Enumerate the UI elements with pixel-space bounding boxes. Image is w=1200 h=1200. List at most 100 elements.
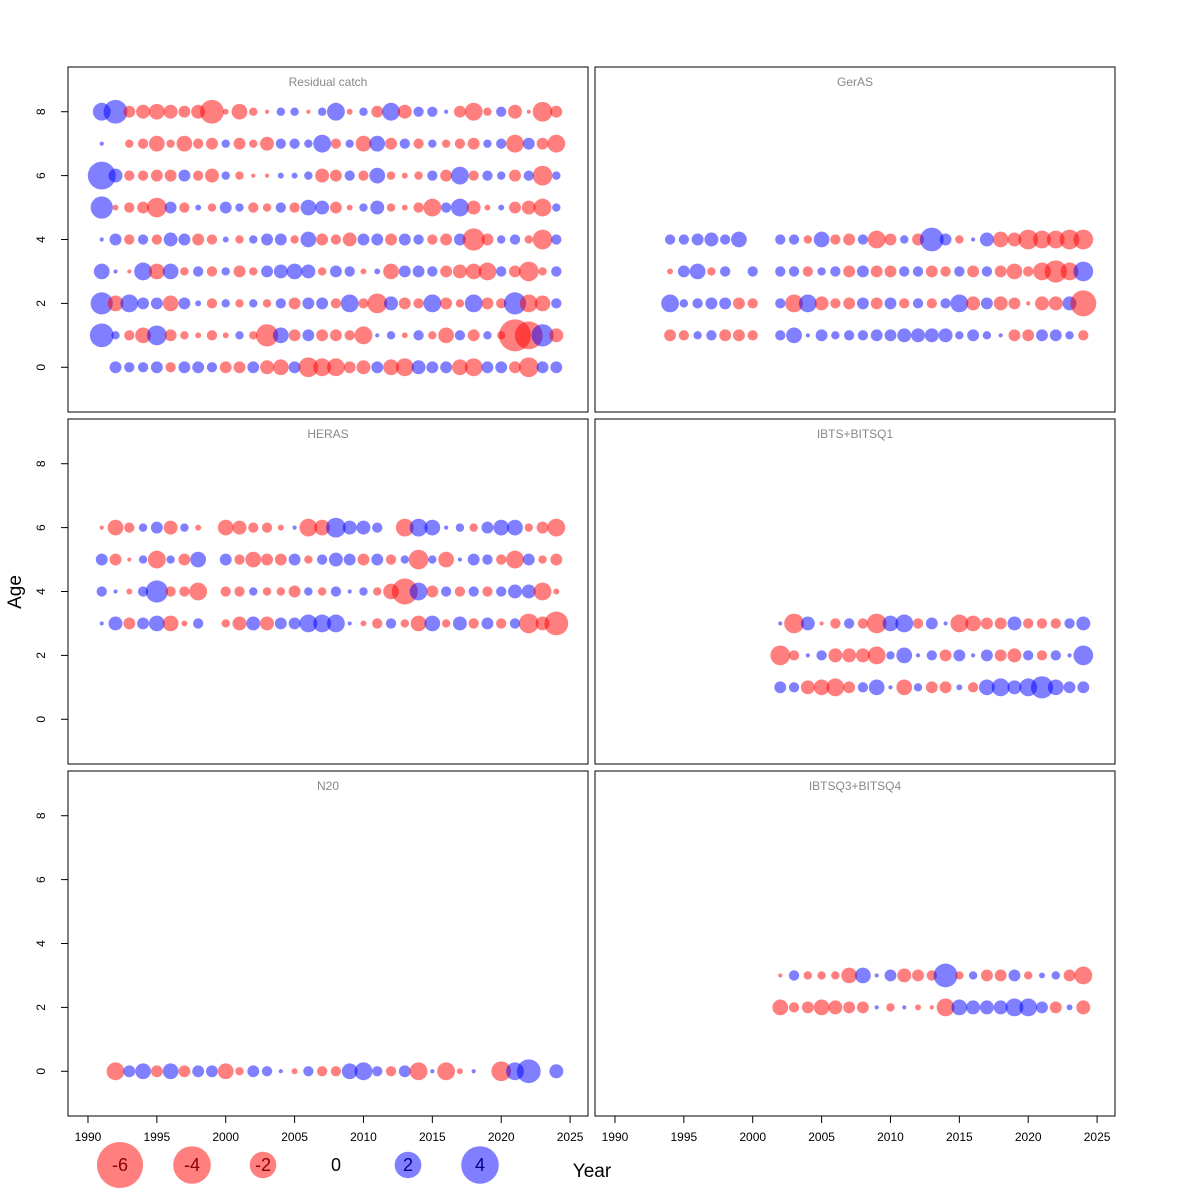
bubble <box>1073 645 1094 666</box>
bubble <box>453 105 466 118</box>
y-tick-label: 0 <box>34 1068 48 1075</box>
bubble <box>706 330 717 341</box>
bubble <box>533 198 552 217</box>
bubble <box>857 618 869 629</box>
bubble <box>1026 301 1031 306</box>
bubble <box>868 679 885 696</box>
bubble <box>786 327 802 344</box>
bubble <box>398 1065 411 1078</box>
bubble <box>383 359 399 376</box>
bubble <box>193 266 204 277</box>
bubble <box>980 649 993 662</box>
bubble <box>679 299 689 308</box>
bubble <box>817 267 826 276</box>
bubble <box>496 266 507 277</box>
bubble <box>926 650 937 661</box>
bubble <box>1039 972 1045 979</box>
bubble <box>816 650 827 661</box>
bubble <box>304 171 313 180</box>
bubble <box>1067 653 1072 658</box>
bubble <box>127 269 132 274</box>
bubble <box>842 648 857 663</box>
bubble <box>401 204 408 211</box>
bubble <box>692 298 703 309</box>
bubble <box>521 584 536 599</box>
bubble <box>440 361 453 374</box>
bubble <box>343 361 356 374</box>
bubble <box>207 203 217 212</box>
bubble <box>493 519 510 536</box>
bubble <box>897 328 912 343</box>
bubble <box>1063 681 1076 694</box>
bubble <box>219 361 232 374</box>
bubble <box>1007 616 1022 631</box>
bubble <box>938 328 953 343</box>
panel-frame <box>594 770 1116 1117</box>
bubble <box>506 550 524 569</box>
legend-label: 2 <box>403 1155 413 1175</box>
bubble <box>509 618 521 629</box>
bubble <box>994 969 1007 982</box>
bubble <box>342 232 357 247</box>
bubble <box>440 265 453 278</box>
bubble <box>1023 266 1034 277</box>
bubble <box>164 169 177 182</box>
bubble <box>262 203 272 212</box>
bubble <box>137 297 150 310</box>
bubble <box>163 520 178 535</box>
bubble <box>316 233 329 246</box>
panel-title: N20 <box>317 779 339 793</box>
bubble <box>481 233 494 246</box>
bubble <box>249 107 258 116</box>
bubble <box>344 266 355 277</box>
bubble <box>874 973 879 978</box>
bubble <box>495 361 508 374</box>
bubble <box>467 553 480 566</box>
legend-label: 0 <box>331 1155 341 1175</box>
bubble <box>357 233 370 246</box>
bubble <box>857 330 869 341</box>
bubble <box>1076 616 1091 631</box>
bubble <box>277 172 284 179</box>
bubble <box>481 617 494 630</box>
bubble <box>315 200 330 215</box>
bubble <box>148 615 165 632</box>
bubble <box>288 297 301 310</box>
bubble <box>464 358 483 377</box>
bubble <box>123 1065 136 1078</box>
bubble <box>195 524 202 531</box>
bubble <box>775 298 786 309</box>
bubble <box>359 587 368 596</box>
bubble <box>855 967 871 984</box>
bubble <box>522 553 535 566</box>
bubble <box>1023 650 1034 661</box>
bubble <box>370 200 385 215</box>
bubble <box>915 1004 921 1011</box>
y-axis-label: Age <box>5 575 26 609</box>
bubble <box>178 233 191 246</box>
bubble <box>774 681 787 694</box>
bubble <box>99 237 104 242</box>
bubble <box>192 1065 205 1078</box>
bubble <box>99 141 104 146</box>
bubble <box>788 1002 800 1013</box>
bubble <box>482 586 493 597</box>
bubble <box>372 522 383 533</box>
bubble <box>221 171 230 180</box>
bubble <box>96 586 107 597</box>
bubble <box>327 102 345 121</box>
bubble <box>936 998 955 1017</box>
bubble <box>661 294 679 313</box>
bubble <box>971 653 976 658</box>
bubble <box>299 518 318 537</box>
bubble <box>424 519 441 536</box>
bubble <box>120 294 139 313</box>
x-tick-label: 2020 <box>1015 1130 1042 1144</box>
bubble <box>550 105 563 118</box>
bubble <box>272 359 289 376</box>
bubble <box>980 617 993 630</box>
bubble <box>423 294 442 313</box>
bubble <box>925 617 938 630</box>
bubble <box>814 296 829 311</box>
bubble <box>468 586 479 597</box>
